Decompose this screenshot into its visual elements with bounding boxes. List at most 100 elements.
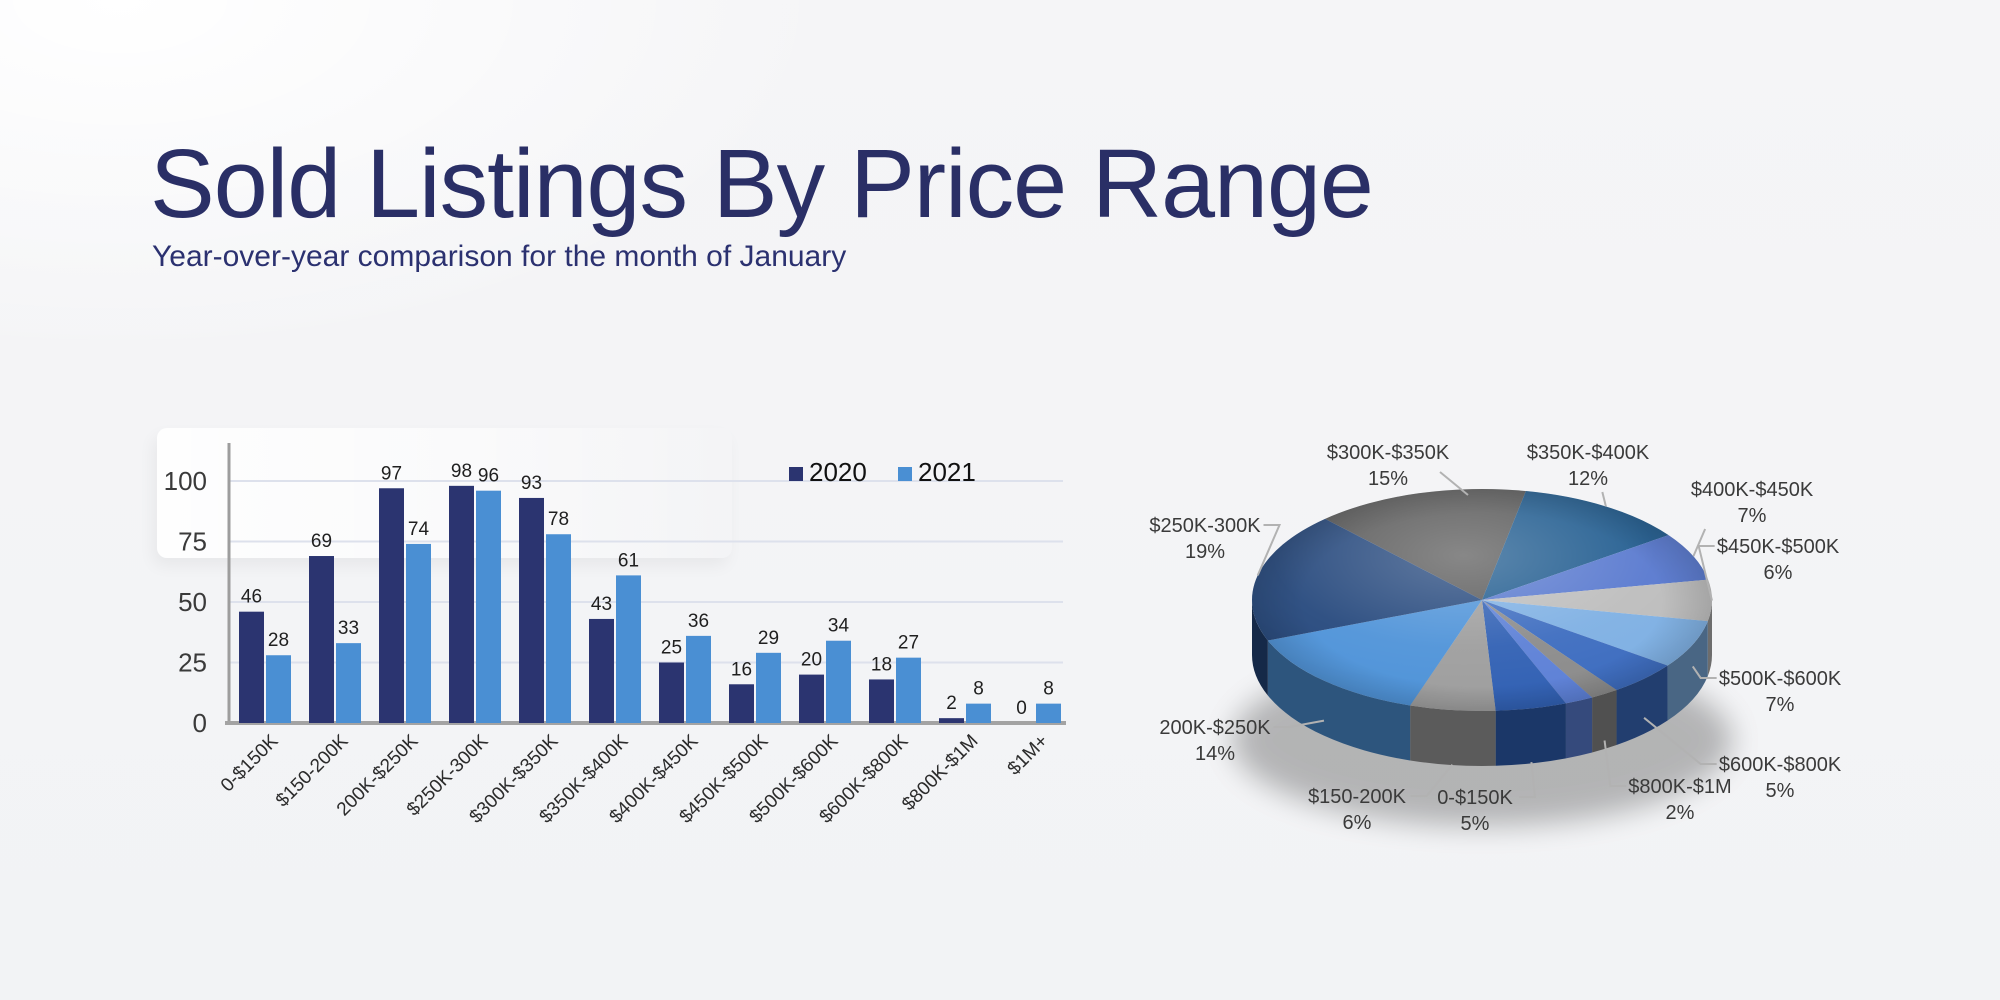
pie-slice-wall: [1410, 705, 1496, 766]
bar-value-label: 8: [1043, 679, 1054, 700]
legend-swatch: [898, 467, 912, 481]
bar: [659, 662, 684, 723]
bar: [336, 643, 361, 723]
bar-value-label: 34: [828, 616, 850, 637]
pie-slice-wall: [1267, 640, 1411, 761]
bar: [239, 611, 264, 723]
bar: [729, 684, 754, 723]
bar-value-label: 2: [946, 693, 957, 714]
pie-leader-line: [1410, 763, 1454, 797]
bar: [1036, 703, 1061, 723]
bar-value-label: 18: [871, 654, 892, 675]
pie-label-range: $800K-$1M: [1628, 776, 1731, 798]
pie-leader-line: [1697, 545, 1715, 601]
pie-leader-line: [1256, 524, 1282, 576]
bar-value-label: 0: [1016, 698, 1027, 719]
legend-label: 2020: [809, 457, 867, 487]
bar-value-label: 36: [688, 611, 709, 632]
bar: [869, 679, 894, 723]
pie-label-range: 0-$150K: [1437, 787, 1513, 809]
bar-value-label: 61: [618, 550, 639, 571]
pie-slice-wall: [1667, 621, 1708, 721]
pie-label-range: $350K-$400K: [1527, 442, 1650, 464]
bar: [686, 635, 711, 723]
pie-label-percent: 12%: [1568, 468, 1608, 490]
bar-value-label: 69: [311, 531, 332, 552]
bar-value-label: 98: [451, 461, 472, 482]
bar-value-label: 43: [591, 594, 612, 615]
x-tick-label: 0-$150K: [217, 730, 283, 796]
bar-value-label: 8: [973, 679, 984, 700]
pie-leader-line: [1643, 717, 1717, 765]
y-tick-label: 50: [178, 587, 207, 617]
y-tick-label: 100: [164, 466, 207, 496]
pie-highlight: [1252, 489, 1712, 711]
legend-label: 2021: [918, 457, 976, 487]
bar-chart-backdrop: [157, 428, 732, 558]
pie-label-range: $300K-$350K: [1327, 442, 1450, 464]
bar: [589, 618, 614, 723]
bar-value-label: 46: [241, 587, 262, 608]
bar-value-label: 29: [758, 628, 779, 649]
bar: [939, 718, 964, 723]
pie-label-percent: 5%: [1766, 780, 1795, 802]
bar-value-label: 20: [801, 650, 822, 671]
pie-leader-line: [1518, 762, 1537, 798]
pie-leader-line: [1603, 740, 1627, 787]
legend-swatch: [789, 467, 803, 481]
pie-leader-line: [1439, 471, 1469, 496]
pie-leader-line: [1273, 719, 1325, 728]
bar-value-label: 33: [338, 618, 359, 639]
pie-slice-wall: [1707, 600, 1712, 677]
pie-label-percent: 5%: [1461, 813, 1490, 835]
bar: [476, 490, 501, 723]
pie-slice-wall: [1251, 600, 1268, 696]
bar-value-label: 28: [268, 630, 289, 651]
pie-chart-group: $300K-$350K 15% $350K-$400K 12% $400K-$450K 7…: [1149, 442, 1841, 835]
bar: [309, 556, 334, 723]
pie-label-range: $600K-$800K: [1719, 754, 1842, 776]
bar: [756, 652, 781, 723]
pie-label-range: $400K-$450K: [1691, 479, 1814, 501]
pie-label-range: $250K-300K: [1149, 515, 1261, 537]
pie-label-range: $450K-$500K: [1717, 536, 1840, 558]
bar-value-label: 25: [661, 638, 682, 659]
bar: [896, 657, 921, 723]
bar: [449, 485, 474, 723]
pie-slice-wall: [1592, 690, 1617, 753]
y-tick-label: 25: [178, 648, 207, 678]
pie-label-range: $500K-$600K: [1719, 668, 1842, 690]
x-tick-label: $1M+: [1004, 731, 1053, 780]
y-tick-label: 75: [178, 527, 207, 557]
pie-label-percent: 19%: [1185, 541, 1225, 563]
pie-slice-wall: [1565, 697, 1593, 759]
pie-leader-line: [1601, 491, 1607, 507]
pie-label-percent: 15%: [1368, 468, 1408, 490]
pie-label-percent: 2%: [1666, 802, 1695, 824]
bar-value-label: 74: [408, 519, 430, 540]
pie-label-percent: 14%: [1195, 743, 1235, 765]
page-title: Sold Listings By Price Range: [150, 129, 1374, 238]
bar-value-label: 93: [521, 473, 542, 494]
page-subtitle: Year-over-year comparison for the month …: [152, 240, 847, 273]
x-tick-label: $800K-$1M: [898, 731, 982, 815]
legend: 2020 2021: [789, 457, 976, 487]
pie-label-percent: 7%: [1738, 505, 1767, 527]
pie-label-percent: 7%: [1766, 694, 1795, 716]
bar: [966, 703, 991, 723]
bar: [379, 488, 404, 723]
bar-value-label: 78: [548, 509, 569, 530]
pie-slice-wall: [1495, 703, 1566, 766]
pie-label-range: 200K-$250K: [1159, 717, 1271, 739]
bar-value-label: 96: [478, 466, 499, 487]
bar: [826, 640, 851, 723]
y-tick-label: 0: [193, 708, 207, 738]
bar: [799, 674, 824, 723]
bar: [406, 543, 431, 723]
pie-label-percent: 6%: [1764, 562, 1793, 584]
bar: [266, 655, 291, 723]
bar-value-label: 16: [731, 659, 752, 680]
